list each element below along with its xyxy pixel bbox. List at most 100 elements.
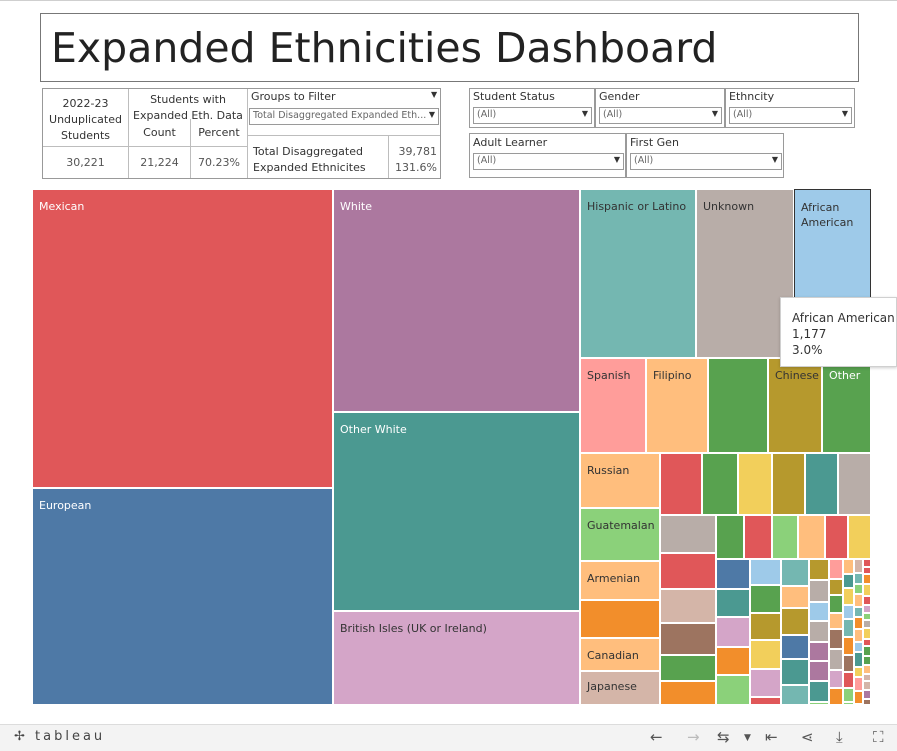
tile-mexican[interactable]: Mexican — [32, 189, 333, 488]
tile-small[interactable] — [854, 629, 863, 642]
revert-icon[interactable]: ⇆ — [717, 728, 730, 746]
tile-small[interactable] — [854, 677, 863, 691]
chevron-down-icon[interactable]: ▼ — [744, 733, 751, 743]
tile-small[interactable] — [854, 704, 863, 706]
tile-small[interactable] — [829, 559, 843, 579]
tile-unknown[interactable]: Unknown — [696, 189, 794, 358]
tile-small[interactable] — [863, 639, 871, 646]
tile-small[interactable] — [863, 628, 871, 639]
tile-small[interactable] — [863, 620, 871, 628]
tile-small[interactable] — [660, 553, 716, 589]
tile-hispanic[interactable]: Hispanic or Latino — [580, 189, 696, 358]
tableau-logo[interactable]: ✢ tableau — [14, 729, 106, 744]
tile-small[interactable] — [750, 613, 781, 640]
tile-small[interactable] — [660, 681, 716, 705]
tile-small[interactable] — [716, 675, 750, 705]
tile-small[interactable] — [660, 623, 716, 655]
tile-small[interactable] — [809, 642, 829, 661]
tile-british-isles[interactable]: British Isles (UK or Ireland) — [333, 611, 580, 705]
tile-small[interactable] — [854, 617, 863, 629]
tile-small[interactable] — [716, 559, 750, 589]
tile-small[interactable] — [809, 681, 829, 702]
tile-small[interactable] — [863, 665, 871, 674]
tile-small[interactable] — [863, 690, 871, 699]
tile-small[interactable] — [863, 681, 871, 690]
tile-small[interactable] — [854, 573, 863, 584]
tile-filipino[interactable]: Filipino — [646, 358, 708, 453]
tile-small[interactable] — [863, 605, 871, 613]
tile-small[interactable] — [702, 453, 738, 515]
tile-small[interactable] — [843, 637, 854, 655]
tile-small[interactable] — [660, 453, 702, 515]
tile-small[interactable] — [829, 579, 843, 595]
tile-small[interactable] — [809, 580, 829, 602]
tile-small[interactable] — [843, 672, 854, 688]
tile-white[interactable]: White — [333, 189, 580, 412]
tile-small[interactable] — [863, 656, 871, 665]
tile-unlabeled[interactable] — [580, 600, 660, 638]
tile-small[interactable] — [863, 584, 871, 596]
tile-small[interactable] — [772, 515, 798, 559]
tile-small[interactable] — [809, 602, 829, 621]
redo-icon[interactable]: → — [687, 728, 700, 746]
tile-small[interactable] — [863, 646, 871, 656]
groups-filter-menu-icon[interactable]: ▼ — [431, 90, 438, 99]
tile-small[interactable] — [829, 670, 843, 688]
tile-small[interactable] — [781, 586, 809, 608]
tile-small[interactable] — [781, 685, 809, 705]
tile-small[interactable] — [829, 649, 843, 670]
tile-small[interactable] — [805, 453, 838, 515]
tile-small[interactable] — [863, 613, 871, 620]
tile-chinese[interactable]: Chinese — [768, 358, 822, 453]
tile-small[interactable] — [750, 640, 781, 669]
tile-small[interactable] — [798, 515, 825, 559]
groups-filter-select[interactable]: Total Disaggregated Expanded Eth... ▼ — [249, 108, 439, 125]
tile-small[interactable] — [863, 567, 871, 574]
tile-small[interactable] — [829, 613, 843, 629]
tile-small[interactable] — [854, 584, 863, 594]
tile-small[interactable] — [825, 515, 848, 559]
tile-guatemalan[interactable]: Guatemalan — [580, 508, 660, 561]
tile-small[interactable] — [772, 453, 805, 515]
adult-learner-select[interactable]: (All) ▼ — [473, 153, 624, 170]
tile-canadian[interactable]: Canadian — [580, 638, 660, 671]
tile-european[interactable]: European — [32, 488, 333, 705]
tile-small[interactable] — [660, 589, 716, 623]
tile-small[interactable] — [716, 589, 750, 617]
download-icon[interactable]: ⤓ — [836, 728, 843, 746]
tile-small[interactable] — [854, 691, 863, 704]
tile-small[interactable] — [854, 642, 863, 652]
tile-other[interactable]: Other — [822, 358, 871, 453]
tile-small[interactable] — [854, 594, 863, 607]
tile-small[interactable] — [660, 655, 716, 681]
tile-small[interactable] — [854, 559, 863, 573]
tile-small[interactable] — [738, 453, 772, 515]
student-status-select[interactable]: (All) ▼ — [473, 107, 592, 124]
tile-small[interactable] — [854, 607, 863, 617]
tile-small[interactable] — [809, 661, 829, 681]
ethnicity-select[interactable]: (All) ▼ — [729, 107, 852, 124]
tile-small[interactable] — [781, 635, 809, 659]
tile-small[interactable] — [843, 655, 854, 672]
tile-japanese[interactable]: Japanese — [580, 671, 660, 705]
gender-select[interactable]: (All) ▼ — [599, 107, 722, 124]
tile-small[interactable] — [829, 688, 843, 705]
tile-small[interactable] — [809, 559, 829, 580]
tile-small[interactable] — [843, 605, 854, 619]
tile-small[interactable] — [854, 652, 863, 667]
ethnicity-treemap[interactable]: Mexican European White Other White Briti… — [32, 189, 871, 706]
tile-small[interactable] — [863, 699, 871, 705]
tile-small[interactable] — [829, 595, 843, 613]
tile-other-white[interactable]: Other White — [333, 412, 580, 611]
tile-small[interactable] — [838, 453, 871, 515]
tile-small[interactable] — [750, 669, 781, 697]
tile-small[interactable] — [863, 559, 871, 567]
tile-small[interactable] — [854, 667, 863, 677]
tile-small[interactable] — [716, 617, 750, 647]
tile-small[interactable] — [716, 647, 750, 675]
tile-small[interactable] — [843, 574, 854, 588]
tile-small[interactable] — [843, 688, 854, 702]
tile-small[interactable] — [750, 585, 781, 613]
tile-armenian[interactable]: Armenian — [580, 561, 660, 600]
tile-small[interactable] — [843, 619, 854, 637]
